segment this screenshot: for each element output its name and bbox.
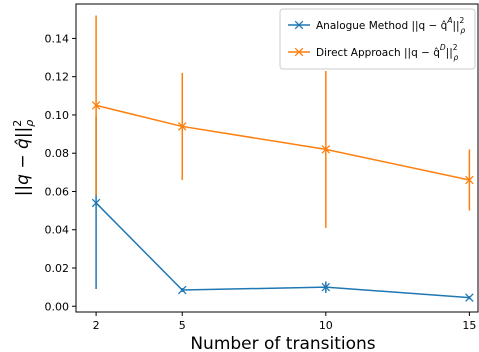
data-point-marker <box>177 122 187 131</box>
series-line <box>95 104 470 181</box>
data-point-marker <box>91 198 101 208</box>
y-tick-label: 0.12 <box>45 71 70 84</box>
data-point-marker <box>177 285 187 295</box>
x-tick-label: 2 <box>93 319 100 332</box>
y-axis-label: ||q − q̂||2ρ <box>11 120 36 197</box>
data-point-marker <box>321 145 331 154</box>
series-direct-approach <box>91 15 474 228</box>
legend-label: Direct Approach ||q − q̂D||2 ρ <box>316 43 459 62</box>
data-point-marker <box>465 175 474 185</box>
legend-item: Analogue Method ||q − q̂A||2 ρ <box>288 16 465 35</box>
y-axis-ticks: 0.00 0.02 0.04 0.06 0.08 0.10 0.12 0.14 <box>45 32 76 313</box>
legend-label: Analogue Method ||q − q̂A||2 ρ <box>316 16 465 35</box>
legend: Analogue Method ||q − q̂A||2 ρ Direct Appr… <box>279 8 476 70</box>
x-tick-label: 5 <box>179 319 186 332</box>
data-point-marker <box>91 101 101 110</box>
y-tick-label: 0.00 <box>45 300 70 313</box>
y-tick-label: 0.04 <box>45 224 70 237</box>
legend-item: Direct Approach ||q − q̂D||2 ρ <box>288 43 459 62</box>
plot-frame <box>75 3 479 313</box>
y-tick-label: 0.06 <box>45 185 70 198</box>
data-point-marker <box>465 293 474 302</box>
y-tick-label: 0.14 <box>45 32 70 45</box>
y-tick-label: 0.10 <box>45 109 70 122</box>
data-point-marker <box>321 282 331 292</box>
x-tick-label: 15 <box>462 319 476 332</box>
x-axis-label: Number of transitions <box>190 334 375 352</box>
x-tick-label: 10 <box>319 319 333 332</box>
plot-marks <box>91 15 474 302</box>
y-tick-label: 0.02 <box>45 262 70 275</box>
y-tick-label: 0.08 <box>45 147 70 160</box>
series-analogue-method <box>91 116 474 302</box>
x-axis-ticks: 2 5 10 15 <box>93 312 476 332</box>
series-line <box>95 202 470 299</box>
legend-box <box>279 8 476 70</box>
